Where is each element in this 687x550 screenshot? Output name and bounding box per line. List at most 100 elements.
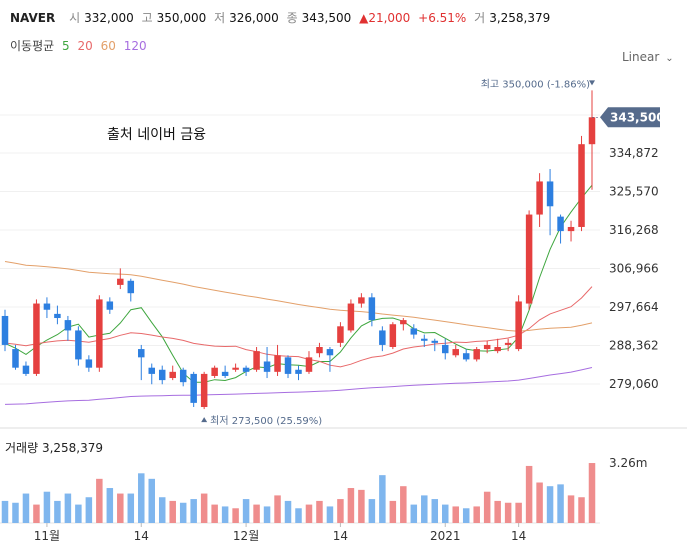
candle-body [211, 367, 218, 376]
close-value: 343,500 [301, 11, 352, 25]
change-arrow-icon: ▲ [359, 11, 369, 25]
volume-bar [138, 473, 145, 523]
volume-bar [483, 491, 491, 523]
volume-bar [242, 499, 250, 523]
candle-body [263, 361, 271, 372]
volume-bar [462, 508, 470, 523]
y-tick-label: 316,268 [609, 223, 659, 237]
candle-body [316, 346, 323, 354]
x-tick-label: 2021 [430, 529, 461, 543]
volume-bar [179, 502, 187, 523]
volume-bar [316, 500, 323, 523]
candle-body [117, 278, 124, 285]
current-price-tag-label: 343,500 [610, 110, 665, 124]
volume-bar [106, 488, 114, 523]
candle-body [158, 369, 166, 381]
volume-bar [368, 499, 376, 523]
volume-bar [400, 486, 407, 523]
volume-bar [515, 502, 522, 523]
volume-bar [326, 506, 334, 523]
max-marker-arrow-icon [589, 80, 595, 86]
candle-body [75, 330, 82, 360]
candle-body [12, 349, 19, 368]
moving-average-legend[interactable]: 이동평균 5 20 60 120 [10, 37, 151, 54]
volume-bar [221, 506, 229, 523]
change-percent: +6.51% [418, 11, 467, 25]
ma-120: 120 [123, 39, 147, 53]
min-marker-arrow-icon [201, 417, 208, 423]
x-tick-label: 11월 [34, 529, 60, 543]
candle-body [368, 297, 376, 321]
x-tick-label: 12월 [233, 529, 259, 543]
candle-body [274, 355, 281, 372]
volume-bar [169, 500, 176, 523]
volume-bar [200, 493, 208, 523]
volume-bar [588, 463, 596, 523]
candle-body [442, 344, 449, 354]
volume-bar [578, 497, 585, 523]
volume-bar [22, 493, 30, 523]
candle-body [525, 214, 533, 304]
ma-20: 20 [77, 39, 93, 53]
volume-bar [358, 489, 365, 523]
candle-body [1, 315, 9, 345]
candle-body [567, 226, 575, 232]
x-tick-label: 14 [333, 529, 348, 543]
volume-bar [567, 495, 575, 523]
candle-body [588, 117, 596, 145]
candle-body [546, 181, 554, 207]
candle-body [515, 301, 522, 350]
candle-body [326, 349, 334, 356]
ma-60-line [4, 261, 593, 332]
volume-bar [536, 482, 543, 523]
candle-body [179, 369, 187, 383]
volume-bar [379, 475, 386, 523]
volume-bar [54, 500, 61, 523]
y-tick-label: 288,362 [609, 339, 659, 353]
volume-header: 거래량 3,258,379 [5, 439, 103, 456]
candle-body [127, 280, 135, 294]
volume-bar [473, 506, 480, 523]
candle-body [33, 303, 40, 374]
volume-bar [117, 493, 124, 523]
y-tick-label: 306,966 [609, 262, 659, 276]
candle-body [557, 216, 564, 232]
volume-bar [295, 508, 302, 523]
volume-bar [337, 499, 344, 523]
x-tick-label: 14 [511, 529, 526, 543]
candle-body [431, 340, 439, 343]
candle-body [473, 349, 480, 360]
close-label: 종 [286, 11, 298, 25]
ma-60: 60 [100, 39, 116, 53]
candle-body [22, 365, 30, 374]
volume-bar [546, 486, 554, 523]
candle-body [54, 313, 61, 319]
volume-bar [347, 488, 355, 523]
candle-body [96, 299, 103, 368]
volume-bar [431, 499, 439, 523]
volume-header-label: 거래량 [5, 441, 39, 455]
candle-body [400, 320, 407, 325]
volume-bar [504, 502, 512, 523]
candle-body [421, 338, 428, 341]
candle-body [337, 326, 344, 343]
candle-body [232, 367, 239, 370]
candle-body [221, 371, 229, 376]
volume-bar [442, 504, 449, 523]
open-value: 332,000 [84, 11, 134, 25]
candle-body [295, 369, 302, 374]
scale-select-value: Linear [622, 50, 660, 64]
volume-bar [389, 500, 397, 523]
volume-bar [75, 504, 82, 523]
stock-name: NAVER [10, 11, 56, 25]
scale-select[interactable]: Linear ⌄ [622, 50, 674, 64]
volume-bar [190, 499, 197, 523]
volume-bar [421, 495, 428, 523]
high-label: 고 [141, 11, 153, 25]
low-label: 저 [214, 11, 226, 25]
open-label: 시 [69, 11, 81, 25]
volume-bar [263, 506, 271, 523]
volume-bar [253, 504, 260, 523]
y-tick-label: 325,570 [609, 185, 659, 199]
